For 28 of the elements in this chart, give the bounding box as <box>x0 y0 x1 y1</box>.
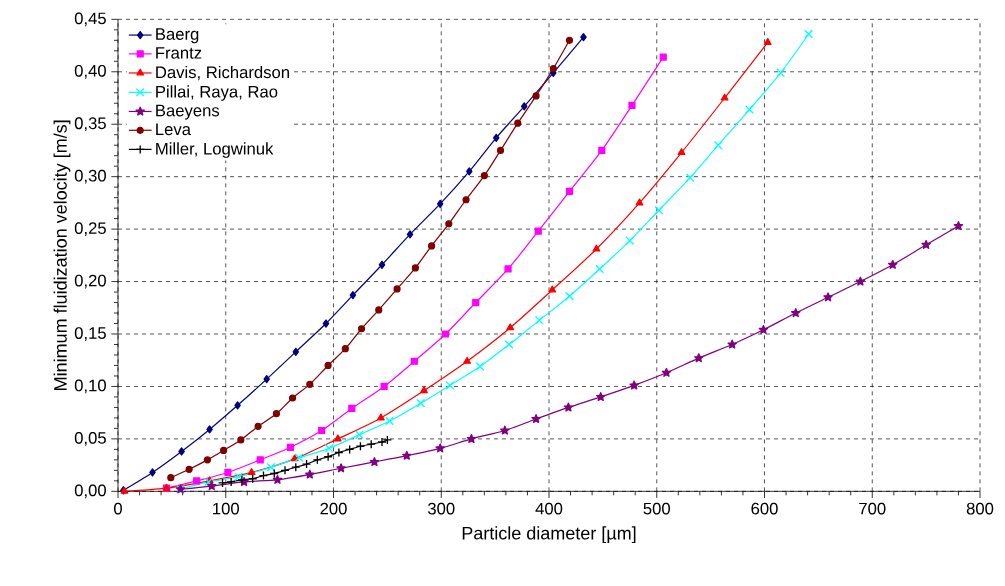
y-tick-label: 0,40 <box>74 64 106 79</box>
legend-label: Frantz <box>156 47 202 59</box>
y-tick-label: 0,45 <box>74 12 106 27</box>
x-tick-label: 800 <box>966 502 994 515</box>
x-tick-label: 700 <box>859 502 886 515</box>
y-tick-label: 0,00 <box>74 484 106 499</box>
y-tick-label: 0,15 <box>74 327 106 341</box>
x-tick-label: 400 <box>535 502 563 515</box>
legend-label: Pillai, Raya, Rao <box>156 85 278 101</box>
x-tick-label: 100 <box>213 502 239 515</box>
y-tick-label: 0,05 <box>74 432 106 446</box>
x-tick-label: 500 <box>643 502 670 515</box>
legend-label: Baerg <box>156 28 199 44</box>
y-tick-label: 0,35 <box>74 117 106 132</box>
legend-label: Leva <box>156 123 191 136</box>
legend-label: Davis, Richardson <box>156 65 289 81</box>
y-tick-label: 0,20 <box>74 274 106 289</box>
y-tick-label: 0,30 <box>74 169 106 184</box>
y-axis-title: Minimum fluidization velocity [m/s] <box>53 120 71 390</box>
y-tick-label: 0,10 <box>74 379 106 394</box>
legend-label: Baeyens <box>156 104 220 120</box>
x-tick-label: 0 <box>114 502 122 515</box>
legend-label: Miller, Logwinuk <box>156 142 274 158</box>
x-tick-label: 200 <box>320 502 347 515</box>
y-tick-label: 0,25 <box>74 222 106 236</box>
x-tick-label: 300 <box>427 502 455 515</box>
x-axis-title: Particle diameter [µm] <box>462 526 636 544</box>
x-tick-label: 600 <box>751 502 778 515</box>
